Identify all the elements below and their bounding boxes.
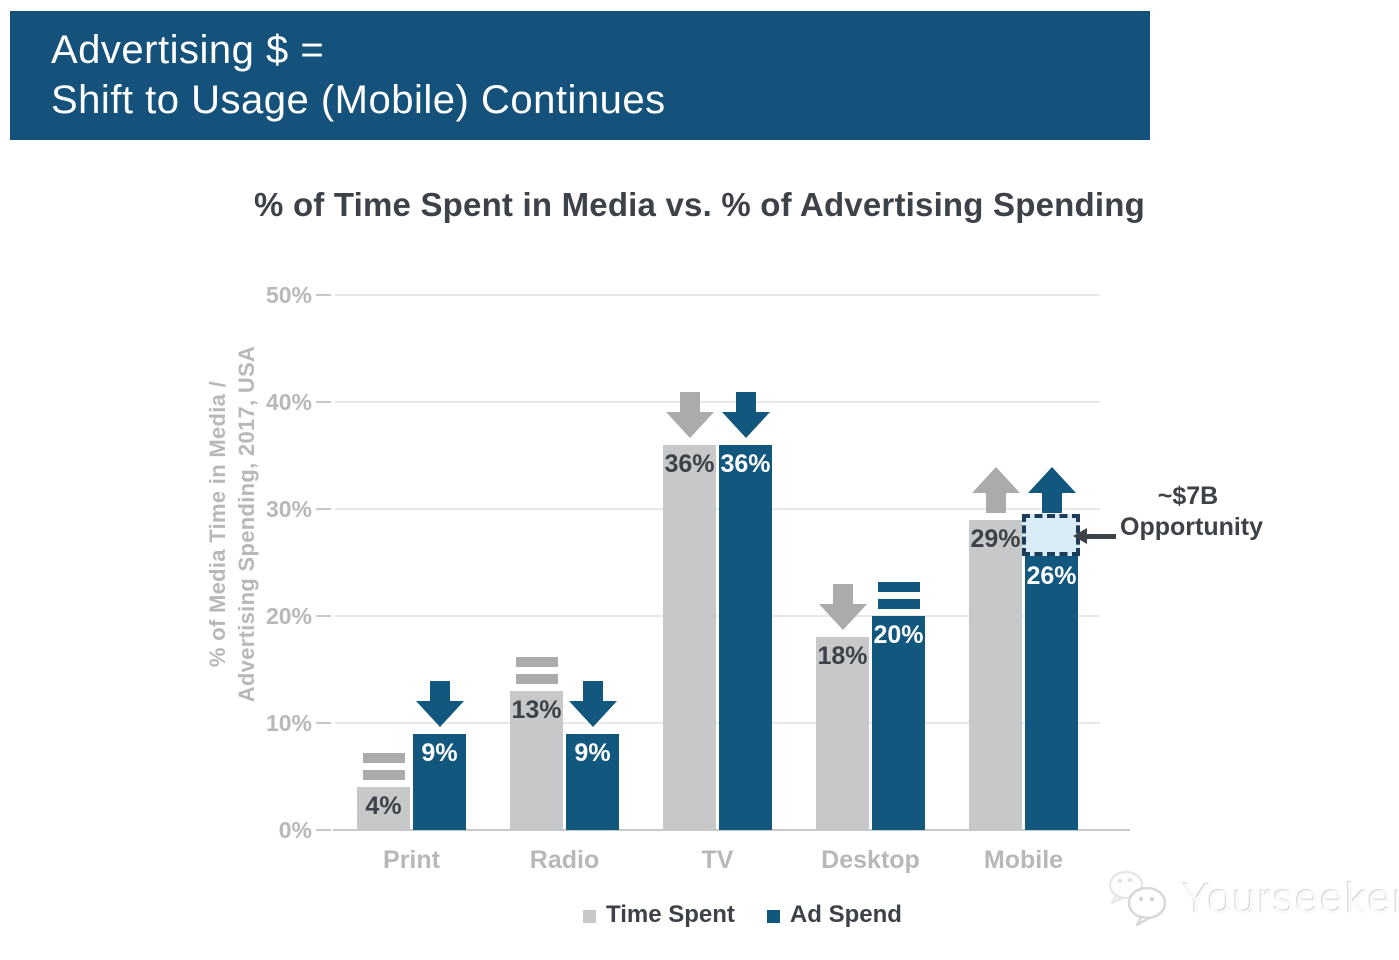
grid-line-30	[335, 508, 1100, 510]
bar-value-ad-spend-mobile: 26%	[1026, 561, 1077, 590]
watermark: Yourseeker	[1104, 868, 1399, 930]
bar-value-ad-spend-print: 9%	[421, 738, 458, 767]
chart-legend: Time Spent Ad Spend	[583, 901, 902, 929]
bar-value-ad-spend-desktop: 20%	[873, 621, 924, 649]
bar-ad-spend-print	[413, 733, 466, 830]
opportunity-value: ~$7B	[1157, 482, 1219, 510]
bar-value-ad-spend-tv: 36%	[720, 449, 771, 478]
opportunity-annotation: ~$7B Opportunity	[1120, 481, 1264, 543]
watermark-text: Yourseeker	[1182, 874, 1399, 923]
x-category-label-desktop: Desktop	[821, 846, 920, 874]
trend-down-icon-ad-spend-tv	[721, 391, 770, 443]
trend-flat-icon-time-spent-print	[362, 753, 405, 785]
x-category-label-tv: TV	[701, 846, 734, 874]
ad-spend-swatch-icon	[766, 909, 780, 923]
trend-flat-icon-ad-spend-desktop	[877, 582, 920, 614]
trend-down-icon-ad-spend-radio	[568, 680, 617, 732]
bar-time-spent-print	[357, 787, 410, 830]
bar-value-time-spent-desktop: 18%	[817, 642, 868, 671]
bar-ad-spend-tv	[719, 444, 772, 830]
y-tick-0	[316, 829, 331, 831]
y-tick-20	[316, 615, 331, 617]
bar-ad-spend-desktop	[872, 616, 925, 830]
annotation-arrowhead-icon	[1073, 528, 1087, 544]
y-tick-30	[316, 508, 331, 510]
x-axis-line	[333, 829, 1130, 831]
bar-value-ad-spend-radio: 9%	[574, 738, 611, 767]
grid-line-50	[335, 294, 1100, 296]
y-tick-label-30: 30%	[265, 496, 312, 522]
banner-title-line1: Advertising $ =	[51, 28, 325, 72]
y-axis-title-line1: % of Media Time in Media /	[205, 380, 230, 668]
grid-line-40	[335, 401, 1100, 403]
x-category-label-radio: Radio	[529, 846, 600, 874]
legend-item-time-spent: Time Spent	[583, 901, 735, 929]
trend-down-icon-ad-spend-print	[415, 680, 464, 732]
chart-title: % of Time Spent in Media vs. % of Advert…	[254, 186, 1145, 223]
trend-down-icon-time-spent-desktop	[818, 584, 867, 635]
trend-up-icon-time-spent-mobile	[971, 466, 1020, 518]
y-tick-label-40: 40%	[265, 389, 312, 415]
y-tick-label-20: 20%	[265, 603, 312, 629]
banner-title-line2: Shift to Usage (Mobile) Continues	[51, 78, 666, 122]
time-spent-swatch-icon	[583, 909, 596, 923]
annotation-arrow-line	[1086, 534, 1116, 539]
y-tick-label-50: 50%	[265, 282, 312, 308]
bar-value-time-spent-print: 4%	[365, 792, 402, 821]
bar-time-spent-desktop	[816, 637, 869, 830]
legend-label-ad-spend: Ad Spend	[789, 901, 902, 928]
bar-value-time-spent-radio: 13%	[511, 695, 562, 724]
y-tick-label-10: 10%	[265, 710, 312, 736]
wechat-logo-icon	[1109, 871, 1167, 927]
y-tick-40	[316, 401, 331, 403]
y-tick-label-0: 0%	[278, 817, 312, 843]
opportunity-label: Opportunity	[1120, 513, 1264, 541]
x-category-label-print: Print	[383, 846, 440, 874]
bar-time-spent-tv	[663, 444, 716, 830]
trend-down-icon-time-spent-tv	[665, 391, 714, 443]
y-tick-50	[316, 294, 331, 296]
bar-ad-spend-radio	[566, 733, 619, 830]
legend-item-ad-spend: Ad Spend	[766, 901, 902, 929]
grid-line-10	[335, 722, 1100, 724]
bar-value-time-spent-tv: 36%	[664, 449, 715, 478]
slide-header-banner: Advertising $ = Shift to Usage (Mobile) …	[10, 11, 1150, 140]
bar-time-spent-radio	[510, 690, 563, 830]
trend-up-icon-ad-spend-mobile	[1027, 466, 1076, 518]
y-tick-10	[316, 722, 331, 724]
bar-value-time-spent-mobile: 29%	[970, 524, 1021, 553]
x-category-label-mobile: Mobile	[983, 846, 1064, 874]
opportunity-gap-box	[1022, 513, 1080, 556]
bar-ad-spend-mobile	[1025, 551, 1078, 830]
trend-flat-icon-time-spent-radio	[515, 656, 558, 689]
legend-label-time-spent: Time Spent	[606, 901, 735, 928]
bar-time-spent-mobile	[969, 519, 1022, 830]
grid-line-20	[335, 615, 1100, 617]
